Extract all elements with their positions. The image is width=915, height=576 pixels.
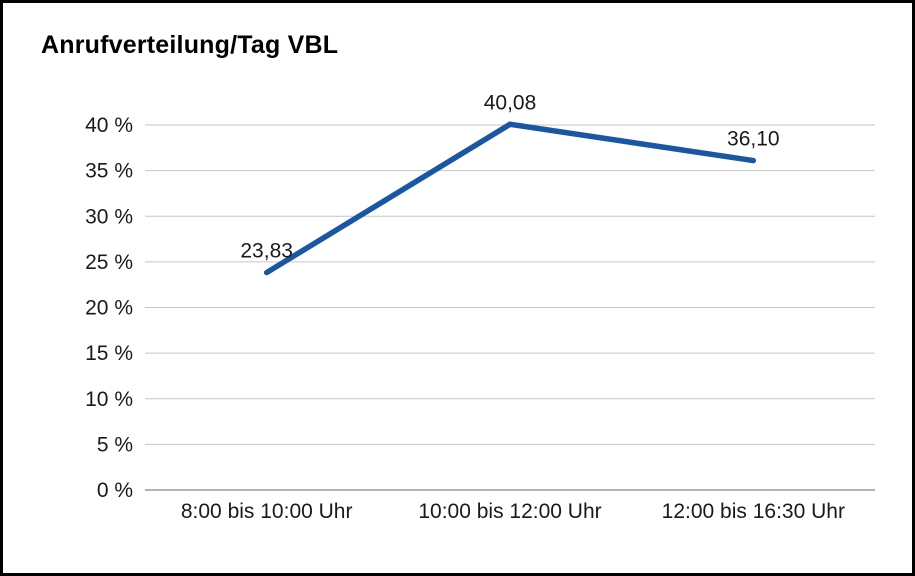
x-tick-label: 12:00 bis 16:30 Uhr: [662, 500, 845, 523]
y-tick-label: 5 %: [97, 433, 133, 456]
y-tick-label: 30 %: [85, 205, 133, 228]
series-line: [263, 121, 757, 276]
data-label: 23,83: [240, 240, 293, 263]
y-tick-label: 20 %: [85, 297, 133, 320]
data-label: 40,08: [484, 91, 537, 114]
y-tick-label: 0 %: [97, 479, 133, 502]
data-label: 36,10: [727, 128, 780, 151]
y-tick-label: 35 %: [85, 160, 133, 183]
y-tick-label: 40 %: [85, 114, 133, 137]
y-tick-label: 15 %: [85, 342, 133, 365]
line-chart: 0 % 5 % 10 % 15 % 20 % 25 % 30 % 35 % 40 % 8:00 b…: [85, 91, 875, 523]
chart-title: Anrufverteilung/Tag VBL: [41, 31, 339, 59]
y-tick-label: 10 %: [85, 388, 133, 411]
x-tick-label: 10:00 bis 12:00 Uhr: [418, 500, 601, 523]
y-tick-label: 25 %: [85, 251, 133, 274]
x-tick-label: 8:00 bis 10:00 Uhr: [181, 500, 353, 523]
